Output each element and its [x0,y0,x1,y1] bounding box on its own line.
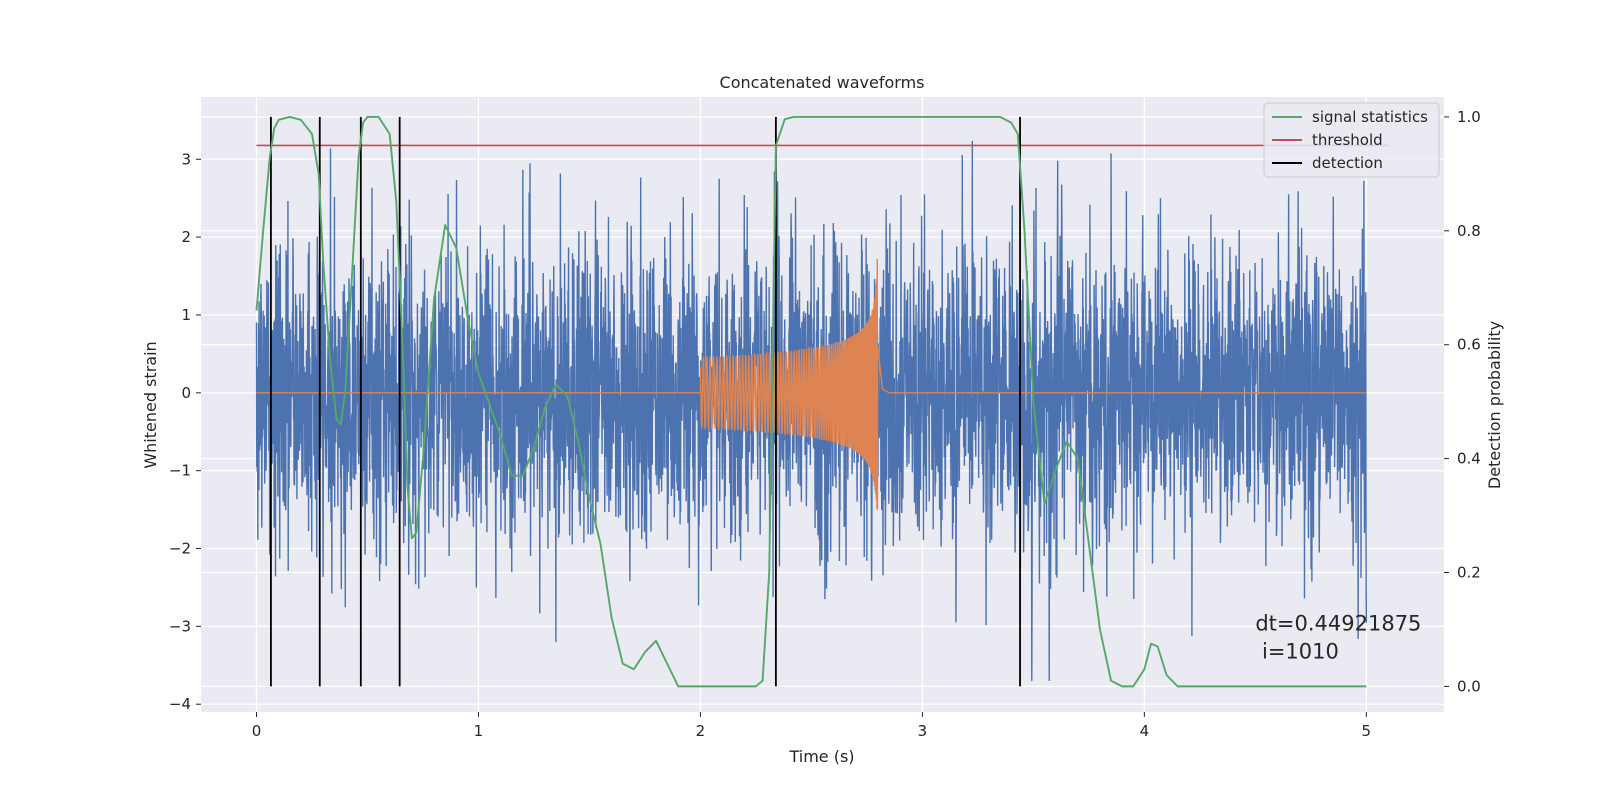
y2-axis-label: Detection probability [1485,321,1504,489]
y-tick-label: 1 [181,306,191,324]
annotation-dt: dt=0.44921875 [1255,611,1421,635]
annotation-i: i=1010 [1255,639,1339,663]
y-tick-label: 0 [181,384,191,402]
x-tick-label: 4 [1140,722,1150,740]
y-tick-label: 2 [181,228,191,246]
y-tick-label: −1 [169,462,191,480]
legend-label: signal statistics [1312,108,1428,126]
x-axis-label: Time (s) [788,747,854,766]
y-tick-label: 3 [181,150,191,168]
x-tick-label: 1 [474,722,484,740]
y-axis-label: Whitened strain [141,341,160,468]
y2-tick-label: 0.8 [1457,222,1481,240]
legend-label: detection [1312,154,1383,172]
x-tick-label: 0 [252,722,262,740]
legend-label: threshold [1312,131,1383,149]
y2-tick-label: 1.0 [1457,108,1481,126]
statistic-curve [255,115,1367,688]
legend-box [1263,102,1440,178]
y2-tick-label: 0.6 [1457,336,1481,354]
y2-tick-label: 0.2 [1457,563,1481,581]
series-layer [255,115,1389,688]
y-tick-label: −4 [169,695,191,713]
x-tick-label: 3 [918,722,928,740]
ticks: 0 1 2 3 4 5 −4 −3 −2 −1 0 1 2 3 0.0 0.2 0.4 0.6 0.8 1.0 [169,108,1481,740]
y-tick-label: −2 [169,540,191,558]
y2-tick-label: 0.4 [1457,450,1481,468]
legend: signal statistics threshold detection [1263,102,1440,178]
x-tick-label: 2 [696,722,706,740]
y-tick-label: −3 [169,617,191,635]
chart-title: Concatenated waveforms [720,73,925,92]
y2-tick-label: 0.0 [1457,677,1481,695]
template-trace [256,258,1367,510]
x-tick-label: 5 [1362,722,1372,740]
